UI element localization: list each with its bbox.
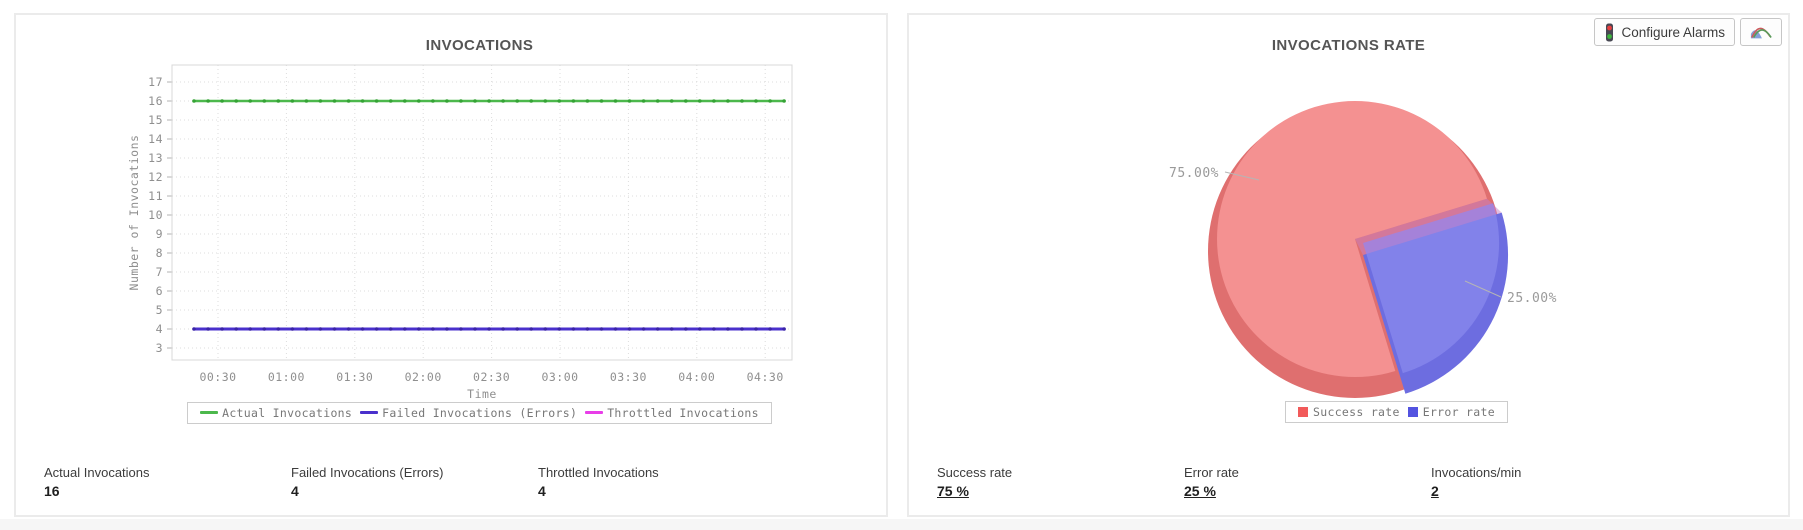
svg-text:8: 8 bbox=[156, 246, 163, 260]
svg-text:11: 11 bbox=[148, 189, 163, 203]
legend-label: Throttled Invocations bbox=[607, 405, 759, 420]
legend-label: Actual Invocations bbox=[222, 405, 353, 420]
stat-invocations-per-min: Invocations/min 2 bbox=[1431, 465, 1678, 499]
stat-value: 16 bbox=[44, 483, 60, 499]
svg-text:16: 16 bbox=[148, 94, 163, 108]
stat-failed-invocations: Failed Invocations (Errors) 4 bbox=[291, 465, 538, 499]
stat-value: 4 bbox=[291, 483, 299, 499]
legend-swatch bbox=[360, 411, 379, 414]
stat-value-link[interactable]: 75 % bbox=[937, 483, 969, 499]
svg-text:Time: Time bbox=[467, 387, 497, 400]
legend-swatch bbox=[585, 411, 604, 414]
page-background-strip bbox=[0, 519, 1803, 530]
svg-text:Number of Invocations: Number of Invocations bbox=[127, 135, 141, 291]
legend-item: Failed Invocations (Errors) bbox=[360, 406, 577, 420]
svg-text:14: 14 bbox=[148, 132, 163, 146]
invocations-line-chart: 17 16 15 14 13 12 11 10 9 8 7 6 5 4 3 00:30 01:00 01:30 02… bbox=[127, 64, 793, 400]
stat-value: 4 bbox=[538, 483, 546, 499]
invocations-rate-chart-title: INVOCATIONS RATE bbox=[1271, 37, 1426, 54]
legend-item: Throttled Invocations bbox=[585, 406, 759, 420]
legend-swatch bbox=[200, 411, 219, 414]
svg-text:10: 10 bbox=[148, 208, 163, 222]
svg-text:17: 17 bbox=[148, 75, 163, 89]
svg-text:03:30: 03:30 bbox=[610, 370, 647, 384]
pie-chart-legend: Success rate Error rate bbox=[1005, 401, 1788, 423]
invocations-panel: INVOCATIONS 17 16 15 14 13 12 11 10 9 8 7 6 5 4 3 00:30… bbox=[14, 13, 888, 517]
line-chart-icon bbox=[1750, 27, 1772, 39]
invocations-rate-panel: Configure Alarms INVOCATIONS RATE 75.00%… bbox=[907, 13, 1790, 517]
svg-text:25.00%: 25.00% bbox=[1507, 291, 1557, 306]
stat-throttled-invocations: Throttled Invocations 4 bbox=[538, 465, 785, 499]
svg-text:4: 4 bbox=[156, 322, 163, 336]
svg-text:03:00: 03:00 bbox=[541, 370, 578, 384]
invocations-rate-pie-chart: 75.00% 25.00% bbox=[1169, 101, 1557, 398]
invocations-stats-row: Actual Invocations 16 Failed Invocations… bbox=[44, 465, 785, 499]
stat-value-link[interactable]: 2 bbox=[1431, 483, 1439, 499]
stat-success-rate: Success rate 75 % bbox=[937, 465, 1184, 499]
legend-swatch bbox=[1407, 407, 1418, 417]
svg-text:75.00%: 75.00% bbox=[1169, 166, 1219, 181]
svg-text:12: 12 bbox=[148, 170, 163, 184]
traffic-light-icon bbox=[1606, 23, 1614, 41]
panel-toolbar: Configure Alarms bbox=[1594, 18, 1782, 46]
svg-text:02:00: 02:00 bbox=[405, 370, 442, 384]
legend-item: Success rate bbox=[1298, 405, 1400, 419]
svg-text:04:00: 04:00 bbox=[678, 370, 715, 384]
stat-label: Error rate bbox=[1184, 465, 1239, 480]
legend-label: Error rate bbox=[1422, 405, 1495, 419]
svg-text:3: 3 bbox=[156, 341, 163, 355]
legend-swatch bbox=[1298, 407, 1309, 417]
svg-text:04:30: 04:30 bbox=[747, 370, 784, 384]
stat-error-rate: Error rate 25 % bbox=[1184, 465, 1431, 499]
svg-text:01:00: 01:00 bbox=[268, 370, 305, 384]
configure-alarms-label: Configure Alarms bbox=[1621, 24, 1725, 40]
svg-text:13: 13 bbox=[148, 151, 163, 165]
stat-label: Actual Invocations bbox=[44, 465, 150, 480]
svg-text:9: 9 bbox=[156, 227, 163, 241]
svg-text:02:30: 02:30 bbox=[473, 370, 510, 384]
stat-value-link[interactable]: 25 % bbox=[1184, 483, 1216, 499]
svg-text:00:30: 00:30 bbox=[199, 370, 236, 384]
legend-label: Failed Invocations (Errors) bbox=[382, 405, 578, 420]
invocations-chart-title: INVOCATIONS bbox=[425, 37, 534, 54]
stat-label: Failed Invocations (Errors) bbox=[291, 465, 444, 480]
svg-text:01:30: 01:30 bbox=[336, 370, 373, 384]
chart-view-button[interactable] bbox=[1740, 18, 1782, 46]
line-chart-legend: Actual Invocations Failed Invocations (Er… bbox=[172, 401, 787, 424]
legend-item: Error rate bbox=[1407, 405, 1495, 419]
svg-text:7: 7 bbox=[156, 265, 163, 279]
svg-text:5: 5 bbox=[156, 303, 163, 317]
stat-label: Invocations/min bbox=[1431, 465, 1522, 480]
svg-text:15: 15 bbox=[148, 113, 163, 127]
stat-label: Throttled Invocations bbox=[538, 465, 659, 480]
legend-label: Success rate bbox=[1313, 405, 1400, 419]
legend-item: Actual Invocations bbox=[200, 406, 352, 420]
stat-label: Success rate bbox=[937, 465, 1013, 480]
line-chart-legend-box: Actual Invocations Failed Invocations (Er… bbox=[187, 401, 772, 424]
configure-alarms-button[interactable]: Configure Alarms bbox=[1594, 18, 1735, 46]
pie-chart-legend-box: Success rate Error rate bbox=[1285, 401, 1508, 423]
stat-actual-invocations: Actual Invocations 16 bbox=[44, 465, 291, 499]
invocations-rate-stats-row: Success rate 75 % Error rate 25 % Invoca… bbox=[937, 465, 1678, 499]
svg-text:6: 6 bbox=[156, 284, 163, 298]
